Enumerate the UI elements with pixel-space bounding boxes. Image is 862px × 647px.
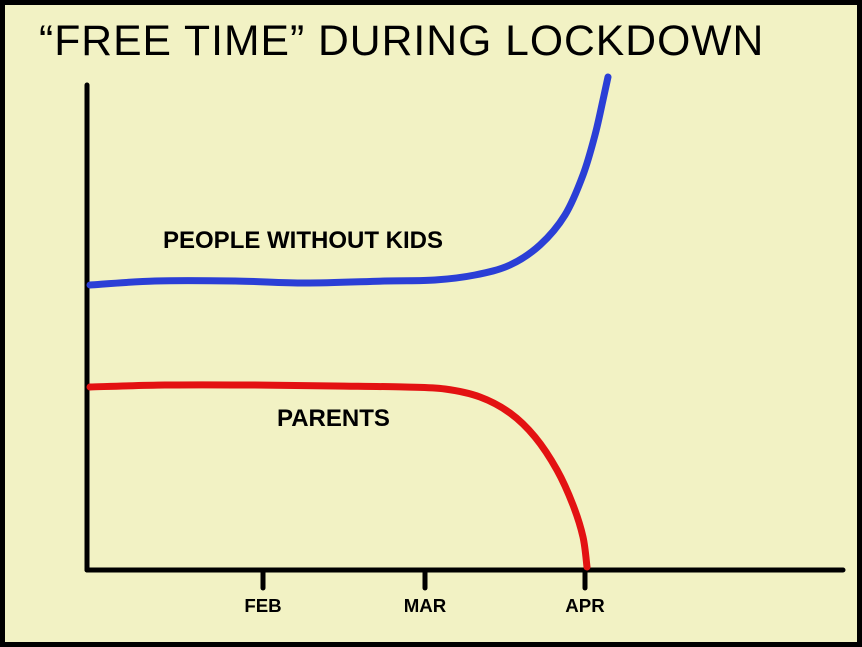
chart-svg <box>5 5 862 647</box>
x-ticks <box>263 570 585 588</box>
series-lines <box>90 77 608 567</box>
x-tick-label: APR <box>565 595 604 617</box>
series-label-parents: PARENTS <box>277 405 390 433</box>
x-tick-label: MAR <box>404 595 447 617</box>
chart-frame: “FREE TIME” DURING LOCKDOWN FEB MAR APR PEO… <box>0 0 862 647</box>
series-label-people_without_kids: PEOPLE WITHOUT KIDS <box>163 227 443 255</box>
axes <box>87 85 843 570</box>
x-tick-label: FEB <box>244 595 281 617</box>
chart-title: “FREE TIME” DURING LOCKDOWN <box>39 17 764 66</box>
